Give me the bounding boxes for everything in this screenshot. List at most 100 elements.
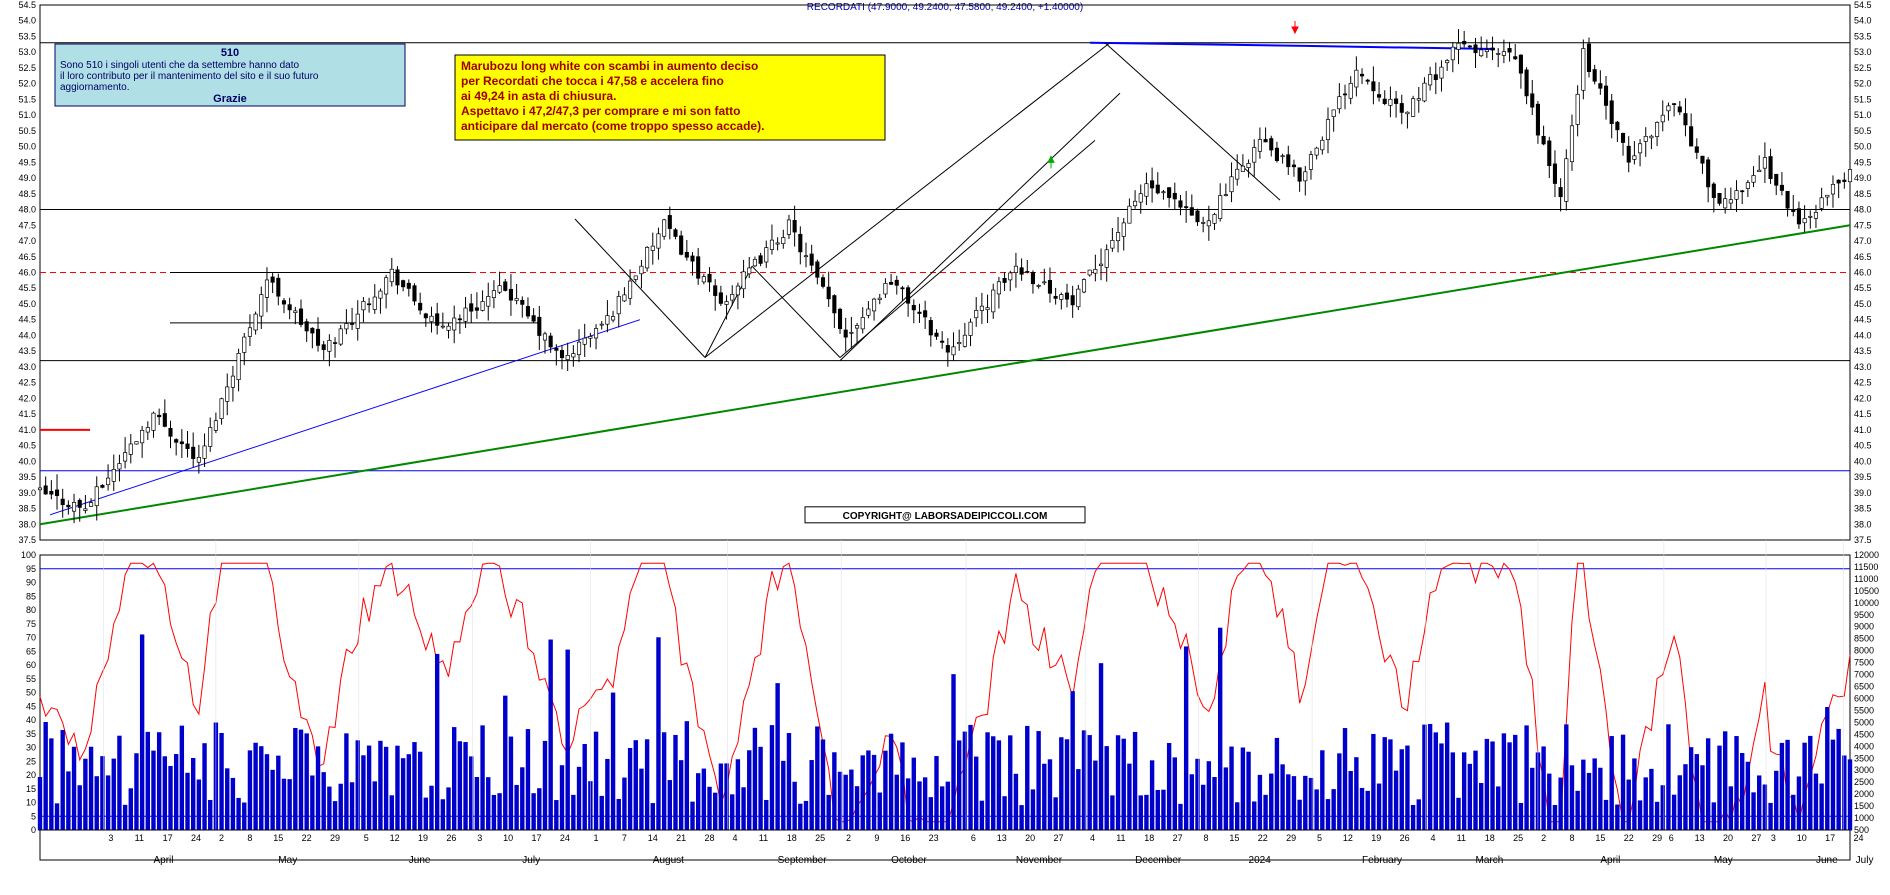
svg-text:40.5: 40.5 <box>1854 441 1872 451</box>
svg-text:53.5: 53.5 <box>1854 31 1872 41</box>
svg-text:45.5: 45.5 <box>1854 283 1872 293</box>
svg-text:53.0: 53.0 <box>1854 47 1872 57</box>
svg-text:18: 18 <box>1485 833 1495 843</box>
svg-text:48.0: 48.0 <box>18 205 36 215</box>
svg-text:Sono 510 i singoli utenti che: Sono 510 i singoli utenti che da settemb… <box>60 60 299 71</box>
svg-text:9: 9 <box>874 833 879 843</box>
svg-text:25: 25 <box>815 833 825 843</box>
svg-text:52.0: 52.0 <box>1854 79 1872 89</box>
svg-text:55: 55 <box>26 674 36 684</box>
svg-text:54.5: 54.5 <box>18 0 36 10</box>
svg-text:41.0: 41.0 <box>1854 425 1872 435</box>
svg-text:38.5: 38.5 <box>1854 504 1872 514</box>
svg-text:19: 19 <box>1371 833 1381 843</box>
svg-text:9000: 9000 <box>1854 622 1874 632</box>
svg-text:65: 65 <box>26 646 36 656</box>
svg-text:Grazie: Grazie <box>213 93 247 105</box>
svg-text:3: 3 <box>1771 833 1776 843</box>
svg-text:11500: 11500 <box>1854 562 1878 572</box>
svg-text:1: 1 <box>594 833 599 843</box>
svg-text:51.0: 51.0 <box>1854 110 1872 120</box>
svg-text:47.0: 47.0 <box>1854 236 1872 246</box>
svg-text:42.0: 42.0 <box>18 393 36 403</box>
svg-text:5: 5 <box>1317 833 1322 843</box>
svg-text:39.0: 39.0 <box>1854 488 1872 498</box>
svg-text:47.0: 47.0 <box>18 236 36 246</box>
svg-text:30: 30 <box>26 743 36 753</box>
svg-text:43.5: 43.5 <box>18 346 36 356</box>
svg-text:27: 27 <box>1751 833 1761 843</box>
svg-text:13: 13 <box>1695 833 1705 843</box>
svg-text:41.0: 41.0 <box>18 425 36 435</box>
svg-text:13: 13 <box>997 833 1007 843</box>
svg-text:46.0: 46.0 <box>18 268 36 278</box>
svg-text:Marubozu long white con scambi: Marubozu long white con scambi in aument… <box>461 59 758 73</box>
svg-text:15: 15 <box>273 833 283 843</box>
svg-text:3500: 3500 <box>1854 753 1874 763</box>
svg-text:50.5: 50.5 <box>1854 126 1872 136</box>
svg-text:3: 3 <box>477 833 482 843</box>
svg-text:18: 18 <box>787 833 797 843</box>
svg-text:22: 22 <box>302 833 312 843</box>
svg-text:20: 20 <box>1025 833 1035 843</box>
svg-text:0: 0 <box>31 825 36 835</box>
svg-text:42.0: 42.0 <box>1854 393 1872 403</box>
svg-text:26: 26 <box>446 833 456 843</box>
svg-text:10500: 10500 <box>1854 586 1879 596</box>
svg-text:52.5: 52.5 <box>1854 63 1872 73</box>
svg-text:28: 28 <box>705 833 715 843</box>
svg-text:29: 29 <box>330 833 340 843</box>
svg-text:90: 90 <box>26 578 36 588</box>
svg-text:53.0: 53.0 <box>18 47 36 57</box>
svg-text:29: 29 <box>1652 833 1662 843</box>
svg-text:85: 85 <box>26 591 36 601</box>
svg-text:41.5: 41.5 <box>1854 409 1872 419</box>
svg-text:per Recordati che tocca i 47,5: per Recordati che tocca i 47,58 e accele… <box>461 74 724 88</box>
svg-text:7500: 7500 <box>1854 658 1874 668</box>
svg-text:27: 27 <box>1173 833 1183 843</box>
svg-text:10: 10 <box>1797 833 1807 843</box>
svg-text:8000: 8000 <box>1854 646 1874 656</box>
stock-chart: RECORDATI (47.9000, 49.2400, 47.5800, 49… <box>0 0 1890 895</box>
svg-text:49.0: 49.0 <box>18 173 36 183</box>
svg-text:51.0: 51.0 <box>18 110 36 120</box>
svg-text:50.5: 50.5 <box>18 126 36 136</box>
svg-text:44.5: 44.5 <box>18 315 36 325</box>
svg-text:75: 75 <box>26 619 36 629</box>
svg-text:2: 2 <box>219 833 224 843</box>
svg-text:70: 70 <box>26 633 36 643</box>
svg-text:2000: 2000 <box>1854 789 1874 799</box>
svg-text:12000: 12000 <box>1854 550 1879 560</box>
svg-text:17: 17 <box>1825 833 1835 843</box>
svg-text:53.5: 53.5 <box>18 31 36 41</box>
svg-text:37.5: 37.5 <box>18 535 36 545</box>
svg-text:7: 7 <box>622 833 627 843</box>
svg-text:40.0: 40.0 <box>18 456 36 466</box>
svg-text:4: 4 <box>1430 833 1435 843</box>
svg-text:10000: 10000 <box>1854 598 1879 608</box>
svg-text:15: 15 <box>1229 833 1239 843</box>
svg-text:11: 11 <box>1457 833 1466 843</box>
svg-text:38.0: 38.0 <box>18 519 36 529</box>
svg-text:26: 26 <box>1400 833 1410 843</box>
svg-text:10: 10 <box>26 798 36 808</box>
svg-text:11: 11 <box>1116 833 1125 843</box>
svg-text:43.5: 43.5 <box>1854 346 1872 356</box>
svg-text:22: 22 <box>1624 833 1634 843</box>
svg-text:42.5: 42.5 <box>1854 378 1872 388</box>
svg-text:16: 16 <box>900 833 910 843</box>
svg-text:21: 21 <box>676 833 686 843</box>
svg-text:48.0: 48.0 <box>1854 205 1872 215</box>
svg-text:11: 11 <box>759 833 768 843</box>
svg-text:8: 8 <box>247 833 252 843</box>
svg-text:4: 4 <box>733 833 738 843</box>
svg-text:51.5: 51.5 <box>1854 94 1872 104</box>
svg-text:15: 15 <box>26 784 36 794</box>
svg-text:48.5: 48.5 <box>18 189 36 199</box>
svg-text:23: 23 <box>929 833 939 843</box>
svg-text:12: 12 <box>390 833 400 843</box>
svg-text:49.5: 49.5 <box>18 157 36 167</box>
svg-text:5: 5 <box>364 833 369 843</box>
svg-text:24: 24 <box>191 833 201 843</box>
svg-text:25: 25 <box>1513 833 1523 843</box>
